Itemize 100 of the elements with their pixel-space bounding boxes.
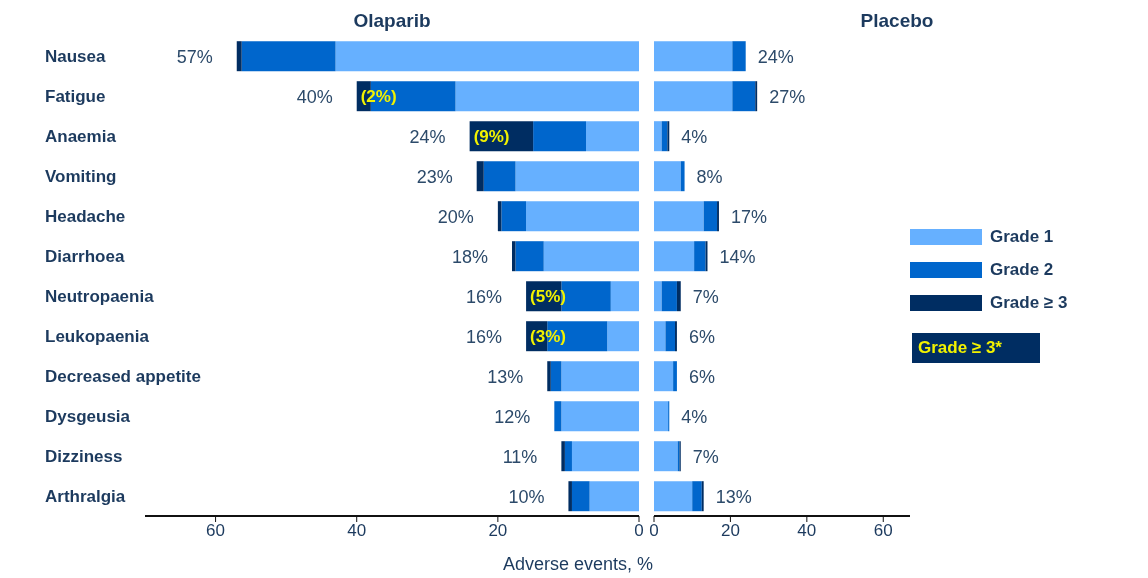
legend-label: Grade 1: [990, 226, 1054, 247]
bar: [515, 161, 639, 192]
bar: [654, 41, 733, 72]
bar: [610, 281, 639, 312]
total-label: 27%: [769, 86, 806, 107]
bar: [703, 201, 718, 232]
bar: [476, 161, 484, 192]
y-tick-label: Arthralgia: [45, 486, 126, 506]
bar: [543, 241, 639, 272]
total-label: 7%: [692, 286, 719, 307]
total-label: 4%: [681, 126, 708, 147]
bar: [654, 361, 674, 392]
bar: [568, 481, 572, 512]
x-tick-label: 60: [206, 521, 226, 541]
bar: [501, 201, 527, 232]
y-tick-label: Leukopaenia: [45, 326, 150, 346]
y-tick-label: Diarrhoea: [45, 246, 125, 266]
y-tick-label: Dizziness: [45, 446, 123, 466]
bar: [550, 361, 562, 392]
total-label: 24%: [757, 46, 794, 67]
y-tick-label: Decreased appetite: [45, 366, 201, 386]
bar: [571, 441, 639, 472]
data-label: (2%): [360, 87, 397, 107]
y-tick-label: Nausea: [45, 46, 107, 66]
x-tick-label: 40: [347, 521, 367, 541]
bar: [654, 241, 695, 272]
legend-label: Grade ≥ 3: [990, 292, 1068, 313]
bar: [335, 41, 639, 72]
bar: [564, 441, 572, 472]
total-label: 20%: [437, 206, 474, 227]
total-label: 4%: [681, 406, 708, 427]
bar: [654, 121, 662, 152]
bar: [571, 481, 590, 512]
total-label: 7%: [692, 446, 719, 467]
x-tick-label: 40: [797, 521, 817, 541]
bar: [654, 401, 669, 432]
bar: [654, 281, 662, 312]
bar: [732, 41, 746, 72]
bar: [241, 41, 336, 72]
bar: [607, 321, 639, 352]
bar: [694, 241, 706, 272]
data-label: (5%): [530, 287, 566, 307]
bar: [661, 281, 677, 312]
bar: [561, 441, 565, 472]
total-label: 11%: [502, 446, 538, 467]
total-label: 40%: [296, 86, 333, 107]
bar: [515, 241, 544, 272]
bar: [692, 481, 702, 512]
bar: [732, 81, 756, 112]
y-tick-label: Dysgeusia: [45, 406, 131, 426]
bar: [455, 81, 639, 112]
text: Grade ≥ 3*: [912, 333, 1040, 363]
total-label: 12%: [494, 406, 531, 427]
data-label: (9%): [473, 127, 510, 147]
x-tick-label: 60: [873, 521, 893, 541]
bar: [676, 281, 681, 312]
bar: [533, 121, 587, 152]
total-label: 23%: [416, 166, 453, 187]
legend-label: Grade 2: [990, 259, 1054, 280]
bar: [654, 161, 681, 192]
bar: [654, 81, 733, 112]
x-axis-title: Adverse events, %: [501, 554, 655, 575]
bar: [654, 481, 693, 512]
bar: [665, 321, 676, 352]
total-label: 8%: [696, 166, 723, 187]
total-label: 16%: [466, 286, 503, 307]
chart-title: Olaparib: [352, 10, 432, 32]
x-tick-label: 20: [720, 521, 740, 541]
bar: [236, 41, 242, 72]
bar: [483, 161, 516, 192]
y-tick-label: Headache: [45, 206, 126, 226]
total-label: 16%: [466, 326, 503, 347]
total-label: 17%: [730, 206, 767, 227]
bar: [654, 321, 666, 352]
bar: [586, 121, 639, 152]
bar: [680, 161, 685, 192]
bar: [561, 361, 639, 392]
bar: [589, 481, 639, 512]
total-label: 6%: [688, 326, 715, 347]
y-tick-label: Vomiting: [45, 166, 117, 186]
total-label: 14%: [719, 246, 756, 267]
bar: [547, 361, 551, 392]
bar: [654, 441, 678, 472]
bar: [526, 201, 639, 232]
bar: [654, 201, 704, 232]
y-tick-label: Neutropaenia: [45, 286, 155, 306]
total-label: 10%: [508, 486, 545, 507]
total-label: 57%: [176, 46, 213, 67]
bar: [561, 401, 639, 432]
data-label: (3%): [530, 327, 566, 347]
x-tick-label: 20: [488, 521, 508, 541]
chart-title: Placebo: [859, 10, 935, 32]
y-tick-label: Anaemia: [45, 126, 117, 146]
total-label: 18%: [451, 246, 488, 267]
total-label: 13%: [487, 366, 524, 387]
total-label: 24%: [409, 126, 446, 147]
total-label: 6%: [688, 366, 715, 387]
bar: [511, 241, 516, 272]
x-tick-label: 0: [649, 521, 659, 541]
bar: [673, 361, 677, 392]
